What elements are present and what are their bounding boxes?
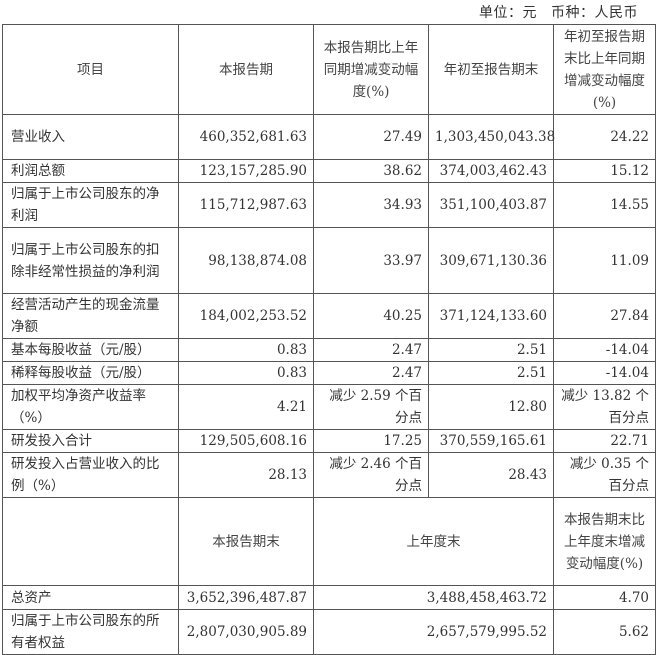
prior-year-end-value: 2,657,579,995.52	[313, 609, 554, 655]
current-period-value: 460,352,681.63	[178, 114, 314, 160]
ytd-change-value: -14.04	[553, 338, 656, 362]
ytd-value: 371,124,133.60	[428, 293, 554, 339]
change-value: 2.47	[313, 338, 429, 362]
change-value: 减少 2.46 个百分点	[313, 452, 429, 498]
ytd-change-value: 减少 13.82 个百分点	[553, 384, 656, 430]
change-value: 4.70	[553, 585, 656, 610]
table-row: 经营活动产生的现金流量净额 184,002,253.52 40.25 371,124,…	[2, 293, 656, 339]
change-value: 33.97	[313, 227, 429, 294]
ytd-value: 351,100,403.87	[428, 182, 554, 228]
row-item: 加权平均净资产收益率（%）	[2, 384, 179, 430]
change-value: 38.62	[313, 159, 429, 183]
header-ytd: 年初至报告期末	[428, 24, 554, 115]
change-value: 2.47	[313, 361, 429, 385]
header-current-period: 本报告期	[178, 24, 314, 115]
ytd-change-value: 15.12	[553, 159, 656, 183]
row-item: 稀释每股收益（元/股）	[2, 361, 179, 385]
row-item: 利润总额	[2, 159, 179, 183]
change-value: 17.25	[313, 429, 429, 453]
ytd-change-value: 11.09	[553, 227, 656, 294]
ytd-value: 370,559,165.61	[428, 429, 554, 453]
period-end-value: 3,652,396,487.87	[178, 585, 314, 610]
row-item: 归属于上市公司股东的净利润	[2, 182, 179, 228]
row-item: 归属于上市公司股东的所有者权益	[2, 609, 179, 655]
row-item: 基本每股收益（元/股）	[2, 338, 179, 362]
header-period-end: 本报告期末	[178, 497, 314, 586]
current-period-value: 28.13	[178, 452, 314, 498]
header-blank	[2, 497, 179, 586]
header-change: 本报告期末比上年度末增减变动幅度(%)	[553, 497, 656, 586]
current-period-value: 129,505,608.16	[178, 429, 314, 453]
header-prior-year-end: 上年度末	[313, 497, 554, 586]
period-end-value: 2,807,030,905.89	[178, 609, 314, 655]
ytd-change-value: 24.22	[553, 114, 656, 160]
current-period-value: 4.21	[178, 384, 314, 430]
ytd-change-value: 27.84	[553, 293, 656, 339]
table-row: 归属于上市公司股东的扣除非经常性损益的净利润 98,138,874.08 33.97…	[2, 227, 656, 294]
header-row-2: 本报告期末 上年度末 本报告期末比上年度末增减变动幅度(%)	[2, 497, 656, 586]
table-row: 利润总额 123,157,285.90 38.62 374,003,462.43 15.…	[2, 159, 656, 183]
ytd-value: 2.51	[428, 361, 554, 385]
header-change: 本报告期比上年同期增减变动幅度(%)	[313, 24, 429, 115]
table-row: 加权平均净资产收益率（%） 4.21 减少 2.59 个百分点 12.80 减少 13.…	[2, 384, 656, 430]
unit-note: 单位：元 币种：人民币	[465, 2, 638, 22]
ytd-change-value: 14.55	[553, 182, 656, 228]
ytd-value: 374,003,462.43	[428, 159, 554, 183]
current-period-value: 115,712,987.63	[178, 182, 314, 228]
row-item: 经营活动产生的现金流量净额	[2, 293, 179, 339]
row-item: 总资产	[2, 585, 179, 610]
current-period-value: 184,002,253.52	[178, 293, 314, 339]
table-row: 基本每股收益（元/股） 0.83 2.47 2.51 -14.04	[2, 338, 656, 362]
ytd-value: 28.43	[428, 452, 554, 498]
change-value: 减少 2.59 个百分点	[313, 384, 429, 430]
table-row: 归属于上市公司股东的净利润 115,712,987.63 34.93 351,100,…	[2, 182, 656, 228]
row-item: 营业收入	[2, 114, 179, 160]
current-period-value: 98,138,874.08	[178, 227, 314, 294]
table-row: 研发投入占营业收入的比例（%） 28.13 减少 2.46 个百分点 28.43 减少 …	[2, 452, 656, 498]
header-row: 项目 本报告期 本报告期比上年同期增减变动幅度(%) 年初至报告期末 年初至报告期末比上…	[2, 24, 656, 115]
financial-table: 项目 本报告期 本报告期比上年同期增减变动幅度(%) 年初至报告期末 年初至报告期末比上…	[2, 24, 656, 655]
current-period-value: 123,157,285.90	[178, 159, 314, 183]
table-row: 总资产 3,652,396,487.87 3,488,458,463.72 4.70	[2, 585, 656, 610]
ytd-value: 309,671,130.36	[428, 227, 554, 294]
table-row: 稀释每股收益（元/股） 0.83 2.47 2.51 -14.04	[2, 361, 656, 385]
ytd-value: 1,303,450,043.38	[428, 114, 555, 160]
row-item: 研发投入合计	[2, 429, 179, 453]
ytd-value: 12.80	[428, 384, 554, 430]
table-row: 营业收入 460,352,681.63 27.49 1,303,450,043.38 2…	[2, 114, 656, 160]
ytd-change-value: 减少 0.35 个百分点	[553, 452, 656, 498]
prior-year-end-value: 3,488,458,463.72	[313, 585, 554, 610]
row-item: 研发投入占营业收入的比例（%）	[2, 452, 179, 498]
header-ytd-change: 年初至报告期末比上年同期增减变动幅度(%)	[553, 24, 656, 115]
change-value: 40.25	[313, 293, 429, 339]
ytd-value: 2.51	[428, 338, 554, 362]
ytd-change-value: 22.71	[553, 429, 656, 453]
table-row: 研发投入合计 129,505,608.16 17.25 370,559,165.61 2…	[2, 429, 656, 453]
ytd-change-value: -14.04	[553, 361, 656, 385]
current-period-value: 0.83	[178, 338, 314, 362]
table-row: 归属于上市公司股东的所有者权益 2,807,030,905.89 2,657,579…	[2, 609, 656, 655]
currency-label: 币种：人民币	[551, 5, 638, 21]
row-item: 归属于上市公司股东的扣除非经常性损益的净利润	[2, 227, 179, 294]
header-item: 项目	[2, 24, 179, 115]
current-period-value: 0.83	[178, 361, 314, 385]
unit-label: 单位：元	[479, 5, 537, 21]
change-value: 27.49	[313, 114, 429, 160]
change-value: 34.93	[313, 182, 429, 228]
change-value: 5.62	[553, 609, 656, 655]
